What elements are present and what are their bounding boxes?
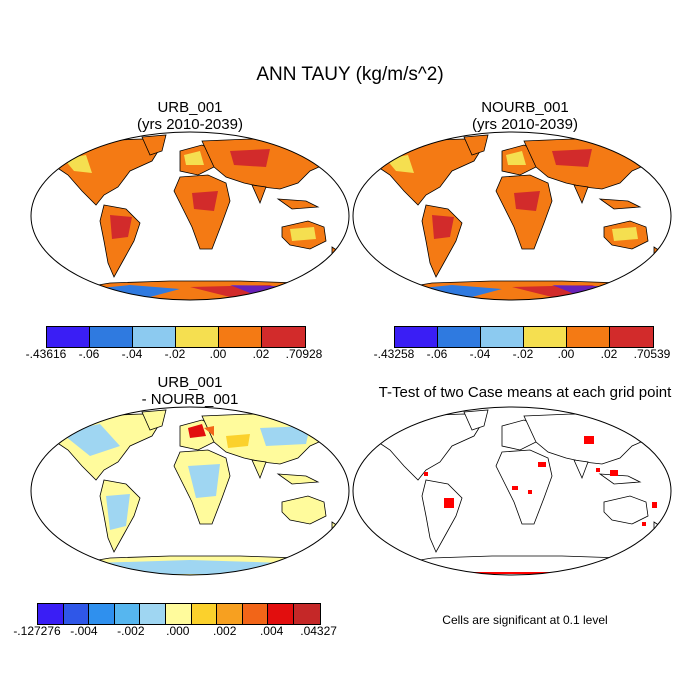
colorbar-3-labels: -.127276 -.004 -.002 .000 .002 .004 .04327 [13,624,337,638]
map-outline [352,131,672,301]
colorbar-2 [394,326,654,348]
colorbar-box [47,327,90,347]
map-difference [30,406,350,576]
colorbar-box [114,604,141,624]
colorbar-box [38,604,64,624]
colorbar-tick-label: -.43616 [25,347,67,361]
panel-2-name: NOURB_001 [481,99,569,116]
asia-yellow [226,434,250,448]
asia-red [552,149,592,167]
colorbar-3 [37,603,321,625]
colorbar-box [133,327,176,347]
colorbar-box [610,327,653,347]
africa-lightblue [188,464,220,498]
colorbar-tick-label: -.06 [426,347,448,361]
map-urb [30,131,350,301]
colorbar-box [262,327,305,347]
panel-1-name: URB_001 [157,99,223,116]
colorbar-1-labels: -.43616 -.06 -.04 -.02 .00 .02 .70928 [26,347,323,361]
colorbar-box [90,327,133,347]
colorbar-tick-label: .00 [557,347,575,361]
panel-3-name: URB_001 [157,374,223,391]
map-outline [352,406,672,576]
sig-cell [584,436,594,444]
sig-cell [424,472,428,476]
panel-3-title: URB_001 - NOURB_001 [25,374,355,408]
colorbar-box [438,327,481,347]
europe-orange [204,426,214,436]
panel-4-title: T-Test of two Case means at each grid po… [378,384,672,401]
colorbar-tick-label: .04327 [300,624,337,638]
sig-cell [652,502,657,508]
aus-yellow [612,227,638,241]
panel-2-subtitle: (yrs 2010-2039) [472,116,578,133]
map-nourb [352,131,672,301]
colorbar-tick-label: .70539 [633,347,671,361]
aus-yellow [290,227,316,241]
colorbar-box [191,604,218,624]
colorbar-tick-label: .02 [600,347,618,361]
land-outline [375,409,661,575]
europe-red [188,424,206,438]
sa-lightblue [106,494,130,530]
panel-1-title: URB_001 (yrs 2010-2039) [25,99,355,133]
africa-red [514,191,540,211]
colorbar-box [242,604,269,624]
sig-cell [528,490,532,494]
sig-cell [538,462,546,467]
colorbar-tick-label: .004 [259,624,284,638]
panel-2-title: NOURB_001 (yrs 2010-2039) [360,99,690,133]
colorbar-box [140,604,166,624]
colorbar-tick-label: -.004 [70,624,98,638]
colorbar-box [567,327,610,347]
map-outline [30,131,350,301]
colorbar-1 [46,326,306,348]
colorbar-box [524,327,567,347]
colorbar-tick-label: -.43258 [373,347,415,361]
antarctica-lightblue [60,560,320,574]
panel-3-subtitle: - NOURB_001 [141,391,239,408]
colorbar-tick-label: .000 [166,624,190,638]
colorbar-box [481,327,524,347]
sig-cell [596,468,600,472]
colorbar-tick-label: -.06 [78,347,100,361]
colorbar-tick-label: -.04 [469,347,491,361]
map-ttest [352,406,672,576]
colorbar-tick-label: -.04 [121,347,143,361]
colorbar-box [395,327,438,347]
colorbar-box [176,327,219,347]
colorbar-tick-label: .00 [209,347,227,361]
colorbar-tick-label: -.127276 [13,624,61,638]
colorbar-tick-label: -.002 [117,624,145,638]
colorbar-box [63,604,90,624]
colorbar-box [268,604,294,624]
colorbar-box [165,604,192,624]
sig-cell [444,498,454,508]
sig-cell [642,522,646,526]
asia-lightblue [260,426,310,446]
colorbar-box [89,604,115,624]
colorbar-box [217,604,243,624]
colorbar-tick-label: .002 [213,624,237,638]
sig-cell [610,470,618,476]
colorbar-box [219,327,262,347]
asia-red [230,149,270,167]
colorbar-2-labels: -.43258 -.06 -.04 -.02 .00 .02 .70539 [374,347,671,361]
europe-yellow [506,151,526,165]
colorbar-box [293,604,320,624]
colorbar-tick-label: .02 [252,347,270,361]
sig-cell [512,486,518,490]
colorbar-tick-label: -.02 [512,347,534,361]
colorbar-tick-label: -.02 [164,347,186,361]
significance-note: Cells are significant at 0.1 level [442,613,608,627]
amazon-red [432,215,454,239]
map-outline [30,406,350,576]
panel-1-subtitle: (yrs 2010-2039) [137,116,243,133]
main-title: ANN TAUY (kg/m/s^2) [256,64,444,85]
africa-red [192,191,218,211]
europe-yellow [184,151,204,165]
amazon-red [110,215,132,239]
colorbar-tick-label: .70928 [285,347,323,361]
